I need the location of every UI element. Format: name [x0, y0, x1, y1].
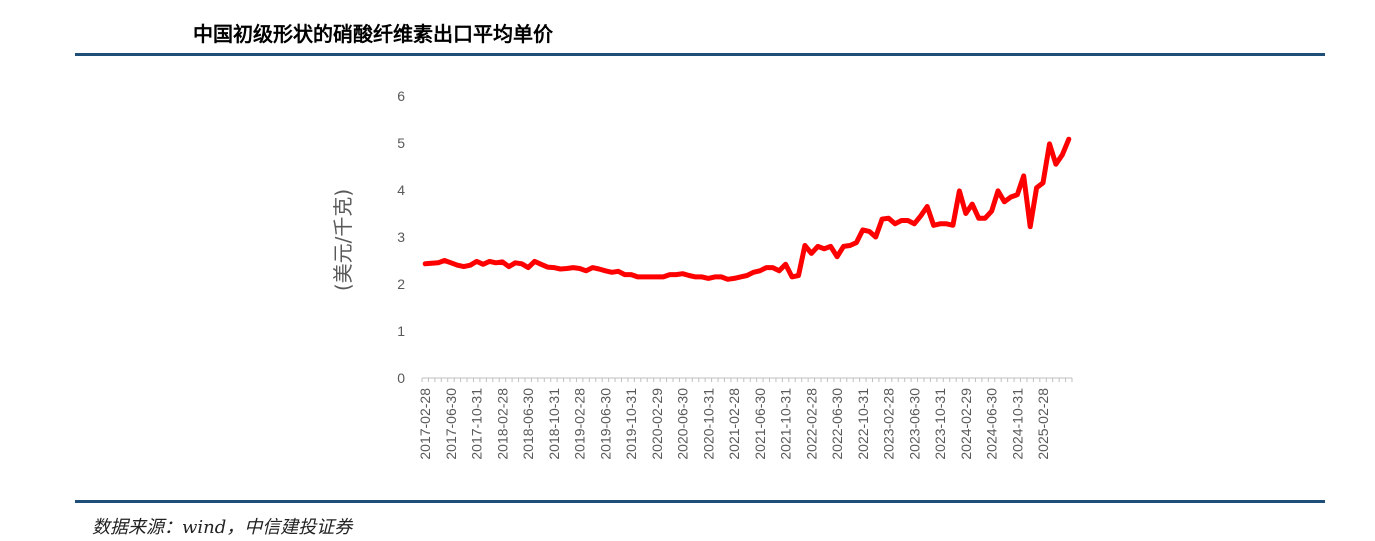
footer-rule — [75, 500, 1325, 503]
x-tick-label: 2017-02-28 — [417, 388, 433, 460]
x-tick-label: 2024-10-31 — [1009, 388, 1025, 460]
x-axis — [421, 377, 1073, 382]
source-note: 数据来源：wind，中信建投证券 — [92, 517, 353, 538]
x-tick-label: 2020-06-30 — [675, 388, 691, 460]
x-tick-label: 2018-06-30 — [520, 388, 536, 460]
x-tick-label: 2017-06-30 — [443, 388, 459, 460]
x-tick-label: 2024-06-30 — [984, 388, 1000, 460]
x-tick-label: 2021-06-30 — [752, 388, 768, 460]
y-tick-label: 3 — [397, 229, 405, 245]
x-tick-label: 2019-06-30 — [597, 388, 613, 460]
x-tick-label: 2022-06-30 — [829, 388, 845, 460]
series-group — [422, 136, 1072, 282]
y-tick-label: 2 — [397, 276, 405, 292]
x-tick-label: 2022-02-28 — [803, 388, 819, 460]
y-axis-label: (美元/千克) — [331, 189, 355, 291]
y-tick-label: 1 — [397, 323, 405, 339]
x-tick-label: 2023-06-30 — [906, 388, 922, 460]
header-rule — [75, 53, 1325, 56]
x-tick-label: 2025-02-28 — [1035, 388, 1051, 460]
y-axis-ticks: 0 1 2 3 4 5 6 — [397, 88, 405, 386]
x-tick-label: 2024-02-29 — [958, 388, 974, 460]
x-tick-label: 2019-02-28 — [572, 388, 588, 460]
x-tick-label: 2017-10-31 — [469, 388, 485, 460]
y-tick-label: 4 — [397, 182, 405, 198]
series-line — [422, 136, 1072, 282]
x-tick-label: 2022-10-31 — [855, 388, 871, 460]
x-axis-tick-labels: 2017-02-28 2017-06-30 2017-10-31 2018-02-28… — [417, 388, 1051, 460]
y-tick-label: 0 — [397, 370, 405, 386]
x-tick-label: 2020-02-29 — [649, 388, 665, 460]
x-tick-label: 2018-10-31 — [546, 388, 562, 460]
x-tick-label: 2021-02-28 — [726, 388, 742, 460]
x-tick-label: 2023-02-28 — [881, 388, 897, 460]
y-tick-label: 6 — [397, 88, 405, 104]
x-tick-label: 2021-10-31 — [778, 388, 794, 460]
x-tick-label: 2023-10-31 — [932, 388, 948, 460]
x-tick-label: 2018-02-28 — [494, 388, 510, 460]
x-tick-label: 2019-10-31 — [623, 388, 639, 460]
y-tick-label: 5 — [397, 135, 405, 151]
chart-title: 中国初级形状的硝酸纤维素出口平均单价 — [193, 22, 553, 46]
x-tick-label: 2020-10-31 — [700, 388, 716, 460]
